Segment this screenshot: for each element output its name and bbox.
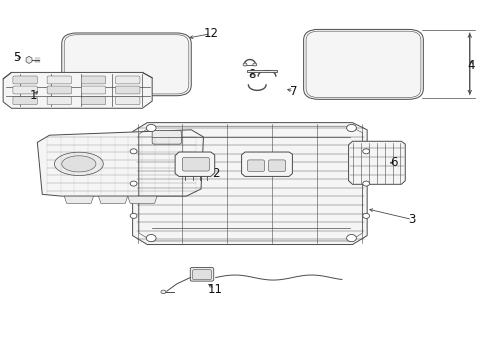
Polygon shape [64, 196, 94, 203]
Text: 6: 6 [390, 156, 398, 169]
FancyBboxPatch shape [247, 160, 265, 171]
Text: 4: 4 [467, 59, 475, 72]
Text: 3: 3 [409, 213, 416, 226]
Circle shape [253, 63, 257, 66]
Polygon shape [133, 123, 367, 244]
FancyBboxPatch shape [47, 97, 72, 105]
Text: 9: 9 [194, 158, 201, 171]
Circle shape [243, 63, 247, 66]
Circle shape [161, 290, 166, 294]
Text: 8: 8 [248, 68, 256, 81]
Polygon shape [62, 156, 96, 172]
FancyBboxPatch shape [47, 76, 72, 84]
Text: 11: 11 [207, 283, 222, 296]
FancyBboxPatch shape [193, 270, 211, 280]
FancyBboxPatch shape [81, 97, 106, 105]
FancyBboxPatch shape [269, 160, 286, 171]
Circle shape [147, 234, 156, 242]
Polygon shape [3, 72, 152, 108]
FancyBboxPatch shape [116, 97, 140, 105]
Text: 2: 2 [212, 167, 220, 180]
Text: 7: 7 [290, 85, 297, 98]
Circle shape [130, 181, 137, 186]
Polygon shape [98, 196, 128, 203]
Polygon shape [128, 196, 157, 203]
Circle shape [363, 181, 369, 186]
FancyBboxPatch shape [182, 157, 209, 171]
FancyBboxPatch shape [116, 76, 140, 84]
Circle shape [130, 149, 137, 154]
Polygon shape [37, 130, 203, 196]
Text: 1: 1 [30, 89, 38, 102]
Polygon shape [26, 56, 32, 63]
Text: 5: 5 [13, 51, 21, 64]
Circle shape [346, 125, 356, 132]
Polygon shape [175, 152, 215, 176]
FancyBboxPatch shape [13, 86, 37, 94]
FancyBboxPatch shape [116, 86, 140, 94]
Polygon shape [348, 141, 405, 184]
FancyBboxPatch shape [13, 97, 37, 105]
Circle shape [130, 213, 137, 219]
Polygon shape [247, 69, 277, 72]
Circle shape [147, 125, 156, 132]
FancyBboxPatch shape [47, 86, 72, 94]
Polygon shape [54, 152, 103, 176]
FancyBboxPatch shape [152, 131, 181, 144]
Circle shape [346, 234, 356, 242]
Circle shape [363, 213, 369, 219]
Polygon shape [242, 152, 293, 176]
Text: 12: 12 [203, 27, 219, 40]
FancyBboxPatch shape [13, 76, 37, 84]
FancyBboxPatch shape [81, 86, 106, 94]
FancyBboxPatch shape [190, 267, 214, 281]
FancyBboxPatch shape [62, 33, 191, 96]
FancyBboxPatch shape [304, 30, 423, 99]
Circle shape [363, 149, 369, 154]
FancyBboxPatch shape [81, 76, 106, 84]
Text: 10: 10 [272, 158, 287, 171]
